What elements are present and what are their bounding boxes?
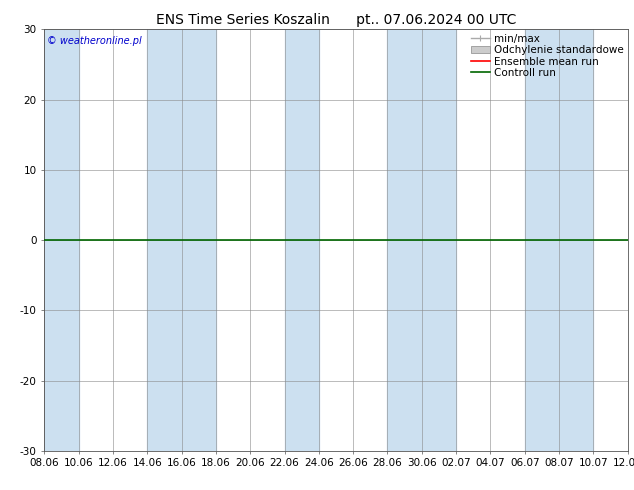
Bar [285, 29, 319, 451]
Bar [525, 29, 593, 451]
Bar [44, 29, 79, 451]
Bar [147, 29, 216, 451]
Title: ENS Time Series Koszalin      pt.. 07.06.2024 00 UTC: ENS Time Series Koszalin pt.. 07.06.2024… [156, 13, 516, 27]
Text: © weatheronline.pl: © weatheronline.pl [48, 36, 142, 46]
Bar [387, 29, 456, 451]
Legend: min/max, Odchylenie standardowe, Ensemble mean run, Controll run: min/max, Odchylenie standardowe, Ensembl… [469, 31, 626, 80]
